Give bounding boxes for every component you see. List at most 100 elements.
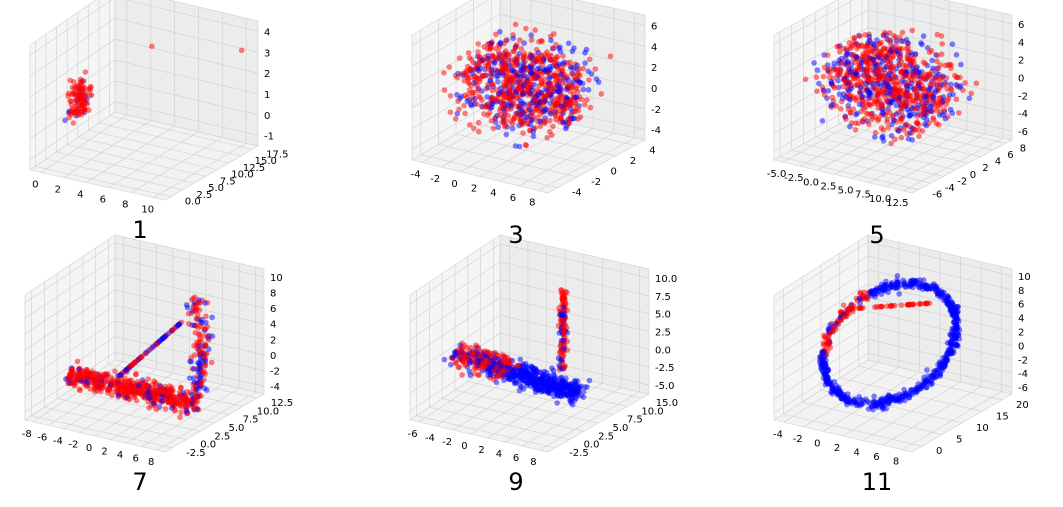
point-red xyxy=(189,297,195,303)
point-red xyxy=(580,65,586,72)
point-blue xyxy=(853,54,860,61)
point-red xyxy=(474,101,480,107)
point-red xyxy=(529,110,536,117)
point-blue xyxy=(62,117,68,124)
point-red xyxy=(561,106,568,113)
point-red xyxy=(832,326,839,333)
point-blue xyxy=(848,85,855,91)
scatter-points xyxy=(441,287,593,408)
z-tick-label: 10.0 xyxy=(655,274,677,285)
point-blue xyxy=(930,65,936,72)
z-tick-label: 2 xyxy=(651,63,657,74)
point-blue xyxy=(545,389,552,395)
scatter-points xyxy=(802,27,980,147)
point-red xyxy=(813,74,820,80)
point-red xyxy=(67,77,73,84)
x-tick-label: 4 xyxy=(77,190,83,201)
point-red xyxy=(905,301,911,308)
point-blue xyxy=(184,304,191,311)
point-blue xyxy=(821,360,827,367)
point-blue xyxy=(539,379,545,386)
grid-line xyxy=(109,115,253,150)
point-blue xyxy=(525,365,531,372)
point-red xyxy=(568,98,574,105)
point-red xyxy=(121,385,127,392)
point-red xyxy=(73,370,80,376)
point-blue xyxy=(209,314,215,321)
point-red xyxy=(914,89,921,95)
point-blue xyxy=(510,35,516,42)
point-blue xyxy=(489,100,496,107)
point-red xyxy=(501,83,507,89)
grid-line xyxy=(455,133,597,167)
point-blue xyxy=(571,378,578,384)
point-blue xyxy=(888,133,895,139)
point-blue xyxy=(526,64,532,70)
point-blue xyxy=(947,339,954,346)
panel-label: 7 xyxy=(132,468,148,496)
point-red xyxy=(546,56,553,63)
point-blue xyxy=(496,90,502,97)
grid-line xyxy=(826,130,969,164)
point-red xyxy=(553,100,560,106)
point-blue xyxy=(872,134,878,140)
point-blue xyxy=(574,62,580,69)
point-red xyxy=(876,304,882,310)
point-red xyxy=(550,45,557,52)
point-blue xyxy=(835,77,841,84)
point-red xyxy=(151,378,157,384)
y-tick-label: 2.5 xyxy=(196,190,212,201)
panel-label: 5 xyxy=(869,221,885,249)
grid-line xyxy=(454,389,599,424)
point-red xyxy=(496,372,503,378)
point-red xyxy=(837,71,843,78)
point-blue xyxy=(464,98,471,105)
point-blue xyxy=(930,282,936,289)
point-red xyxy=(476,59,483,65)
point-blue xyxy=(863,81,869,87)
point-red xyxy=(933,120,940,127)
point-red xyxy=(71,380,78,386)
point-blue xyxy=(873,63,879,69)
point-red xyxy=(537,123,544,130)
point-red xyxy=(953,96,960,102)
point-blue xyxy=(853,71,859,77)
grid-line xyxy=(409,350,650,412)
point-blue xyxy=(918,385,925,392)
point-blue xyxy=(958,61,964,68)
point-red xyxy=(888,140,894,147)
point-blue xyxy=(905,136,912,142)
point-red xyxy=(592,66,599,72)
point-red xyxy=(74,358,81,365)
point-blue xyxy=(537,386,543,393)
point-red xyxy=(956,110,962,116)
point-blue xyxy=(563,86,570,93)
point-red xyxy=(455,98,462,104)
point-blue xyxy=(934,370,940,376)
point-red xyxy=(898,134,905,141)
point-red xyxy=(575,71,582,77)
grid-line xyxy=(29,38,259,98)
point-blue xyxy=(562,119,568,125)
point-red xyxy=(869,113,875,120)
point-red xyxy=(864,295,870,301)
point-red xyxy=(202,363,209,369)
point-red xyxy=(554,72,560,79)
point-red xyxy=(494,95,501,101)
point-blue xyxy=(450,354,456,361)
point-blue xyxy=(580,86,587,93)
point-red xyxy=(508,57,514,64)
point-red xyxy=(162,406,169,412)
point-blue xyxy=(883,281,889,288)
point-red xyxy=(523,25,529,32)
point-red xyxy=(514,55,521,62)
point-red xyxy=(896,61,902,68)
point-red xyxy=(456,55,463,61)
point-red xyxy=(836,44,842,50)
point-blue xyxy=(550,380,557,386)
z-tick-label: -2 xyxy=(651,105,661,116)
point-red xyxy=(892,85,898,92)
point-red xyxy=(81,97,88,104)
point-red xyxy=(475,345,482,352)
point-blue xyxy=(900,277,906,284)
